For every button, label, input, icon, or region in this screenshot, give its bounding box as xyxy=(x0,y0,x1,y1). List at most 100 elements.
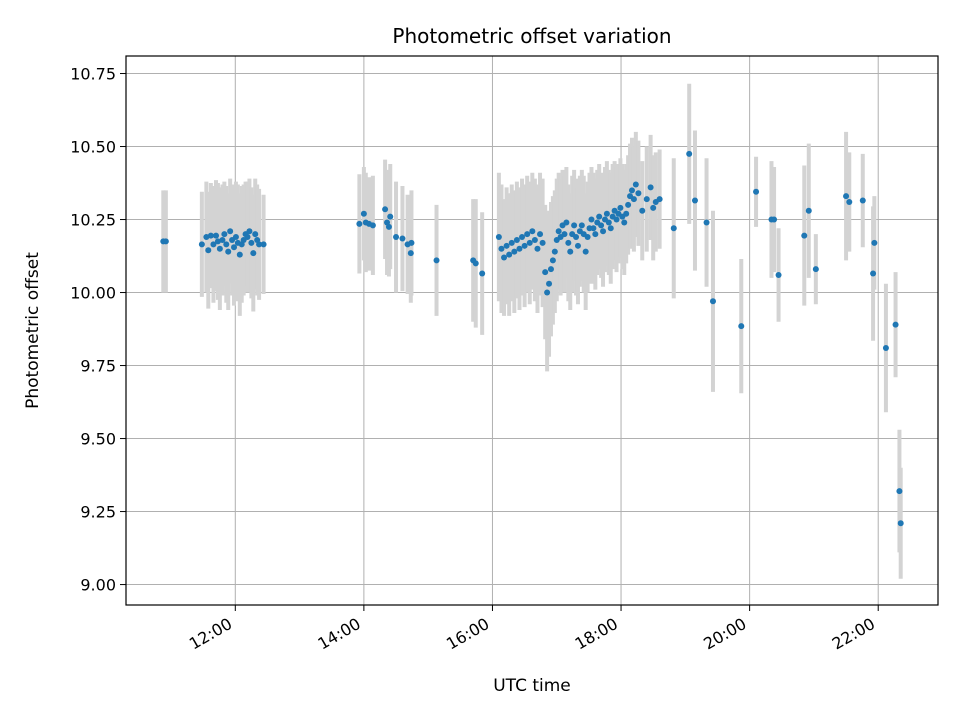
data-point xyxy=(521,242,528,249)
data-point xyxy=(686,150,693,157)
data-point xyxy=(592,231,599,238)
data-point xyxy=(216,245,223,252)
data-point xyxy=(360,210,367,217)
data-point xyxy=(650,204,657,211)
data-point xyxy=(162,238,169,245)
data-point xyxy=(203,234,210,241)
data-point xyxy=(603,210,610,217)
data-point xyxy=(544,289,551,296)
data-point xyxy=(571,222,578,229)
data-point xyxy=(812,266,819,273)
data-point xyxy=(573,234,580,241)
data-point xyxy=(214,238,221,245)
data-point xyxy=(244,234,251,241)
data-point xyxy=(508,239,515,246)
data-point xyxy=(670,225,677,232)
data-point xyxy=(859,197,866,204)
data-point xyxy=(506,251,513,258)
data-point xyxy=(385,223,392,230)
data-point xyxy=(207,232,214,239)
data-point xyxy=(516,245,523,252)
data-point xyxy=(221,231,228,238)
data-point xyxy=(635,190,642,197)
data-point xyxy=(753,188,760,195)
data-points xyxy=(160,150,904,527)
data-point xyxy=(846,199,853,206)
y-tick-label: 9.50 xyxy=(80,430,116,449)
data-point xyxy=(531,236,538,243)
data-point xyxy=(590,225,597,232)
data-point xyxy=(479,270,486,277)
data-point xyxy=(546,280,553,287)
data-point xyxy=(503,242,510,249)
data-point xyxy=(639,207,646,214)
data-point xyxy=(643,196,650,203)
data-point xyxy=(225,248,232,255)
data-point xyxy=(539,239,546,246)
data-point xyxy=(519,234,526,241)
data-point xyxy=(870,270,877,277)
data-point xyxy=(628,187,635,194)
data-point xyxy=(498,245,505,252)
data-point xyxy=(369,222,376,229)
data-point xyxy=(892,321,899,328)
data-point xyxy=(691,197,698,204)
data-point xyxy=(433,257,440,264)
data-point xyxy=(625,201,632,208)
data-point xyxy=(632,181,639,188)
data-point xyxy=(574,242,581,249)
data-point xyxy=(709,298,716,305)
plot-frame xyxy=(125,55,939,606)
data-point xyxy=(393,234,400,241)
y-tick-label: 9.00 xyxy=(80,576,116,595)
y-tick-label: 10.50 xyxy=(70,138,116,157)
data-point xyxy=(605,219,612,226)
data-point xyxy=(630,196,637,203)
data-point xyxy=(871,239,878,246)
data-point xyxy=(524,231,531,238)
data-point xyxy=(549,257,556,264)
data-point xyxy=(563,219,570,226)
data-point xyxy=(246,228,253,235)
y-tick-label: 9.25 xyxy=(80,503,116,522)
data-point xyxy=(526,239,533,246)
data-point xyxy=(232,234,239,241)
data-point xyxy=(256,241,263,248)
data-point xyxy=(703,219,710,226)
data-point xyxy=(248,239,255,246)
data-point xyxy=(647,184,654,191)
data-point xyxy=(382,206,389,213)
data-point xyxy=(805,207,812,214)
data-point xyxy=(551,248,558,255)
data-point xyxy=(213,232,220,239)
y-axis-label: Photometric offset xyxy=(23,252,43,409)
data-point xyxy=(547,266,554,273)
data-point xyxy=(236,251,243,258)
data-point xyxy=(198,241,205,248)
data-point xyxy=(771,216,778,223)
data-point xyxy=(501,254,508,261)
data-point xyxy=(607,225,614,232)
data-point xyxy=(567,248,574,255)
data-point xyxy=(407,250,414,257)
data-point xyxy=(387,213,394,220)
data-point xyxy=(542,269,549,276)
y-tick-label: 10.00 xyxy=(70,284,116,303)
data-point xyxy=(584,234,591,241)
data-point xyxy=(775,272,782,279)
data-point xyxy=(738,323,745,330)
data-point xyxy=(843,193,850,200)
data-point xyxy=(231,244,238,251)
data-point xyxy=(356,220,363,227)
data-point xyxy=(537,231,544,238)
data-point xyxy=(227,228,234,235)
data-point xyxy=(399,235,406,242)
data-point xyxy=(613,216,620,223)
data-point xyxy=(555,228,562,235)
y-tick-label: 10.75 xyxy=(70,65,116,84)
data-point xyxy=(513,236,520,243)
data-point xyxy=(596,213,603,220)
